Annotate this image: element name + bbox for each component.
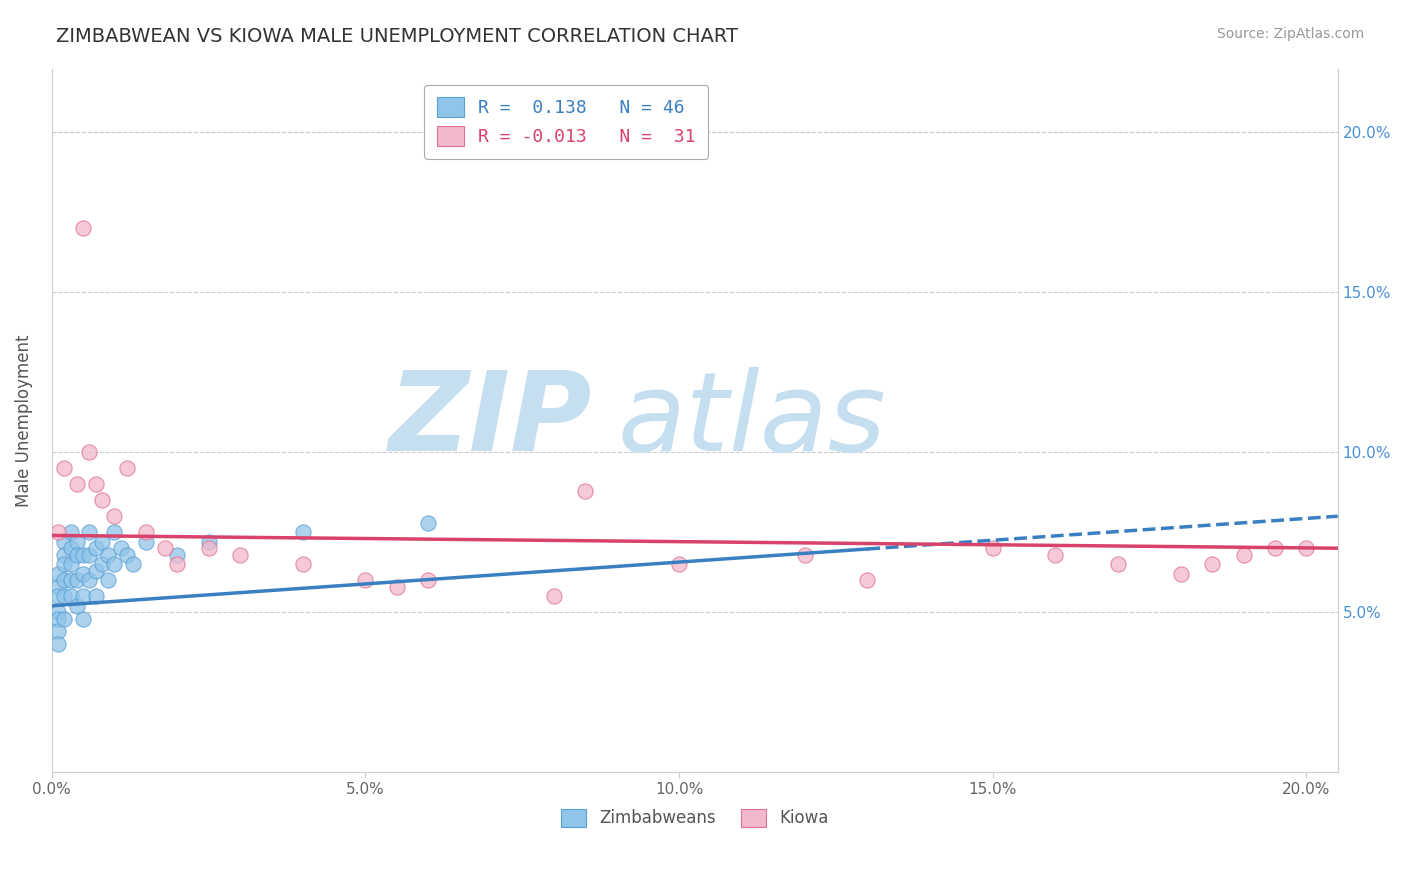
Point: [135, 534, 157, 549]
Point: [418, 516, 440, 530]
Point: [66, 534, 89, 549]
Point: [53, 534, 76, 549]
Point: [856, 573, 879, 587]
Point: [981, 541, 1004, 556]
Point: [668, 557, 690, 571]
Point: [72, 221, 94, 235]
Point: [115, 461, 138, 475]
Point: [1233, 548, 1256, 562]
Point: [79, 445, 101, 459]
Point: [53, 611, 76, 625]
Point: [103, 525, 125, 540]
Point: [122, 557, 145, 571]
Point: [79, 525, 101, 540]
Point: [46, 525, 69, 540]
Point: [793, 548, 815, 562]
Point: [59, 541, 82, 556]
Point: [46, 624, 69, 639]
Point: [91, 557, 114, 571]
Text: ZIP: ZIP: [388, 367, 592, 474]
Point: [79, 548, 101, 562]
Point: [72, 548, 94, 562]
Point: [46, 566, 69, 581]
Point: [66, 548, 89, 562]
Point: [354, 573, 377, 587]
Point: [53, 573, 76, 587]
Point: [574, 483, 596, 498]
Point: [91, 534, 114, 549]
Point: [166, 548, 188, 562]
Point: [46, 580, 69, 594]
Point: [72, 611, 94, 625]
Point: [1295, 541, 1317, 556]
Point: [59, 573, 82, 587]
Point: [291, 557, 314, 571]
Point: [46, 605, 69, 619]
Point: [103, 557, 125, 571]
Point: [97, 548, 120, 562]
Point: [385, 580, 408, 594]
Point: [1107, 557, 1129, 571]
Point: [53, 548, 76, 562]
Y-axis label: Male Unemployment: Male Unemployment: [15, 334, 32, 507]
Point: [84, 589, 107, 603]
Point: [197, 541, 219, 556]
Point: [59, 557, 82, 571]
Point: [84, 564, 107, 578]
Point: [66, 599, 89, 613]
Point: [84, 541, 107, 556]
Point: [135, 525, 157, 540]
Point: [103, 509, 125, 524]
Text: ZIMBABWEAN VS KIOWA MALE UNEMPLOYMENT CORRELATION CHART: ZIMBABWEAN VS KIOWA MALE UNEMPLOYMENT CO…: [56, 27, 738, 45]
Point: [1201, 557, 1223, 571]
Point: [46, 637, 69, 651]
Point: [59, 525, 82, 540]
Point: [66, 573, 89, 587]
Point: [72, 589, 94, 603]
Point: [53, 557, 76, 571]
Point: [79, 573, 101, 587]
Point: [46, 611, 69, 625]
Point: [115, 548, 138, 562]
Point: [46, 589, 69, 603]
Point: [59, 589, 82, 603]
Point: [197, 534, 219, 549]
Point: [66, 477, 89, 491]
Point: [91, 493, 114, 508]
Legend: Zimbabweans, Kiowa: Zimbabweans, Kiowa: [554, 802, 835, 834]
Point: [1045, 548, 1067, 562]
Text: atlas: atlas: [617, 367, 886, 474]
Point: [166, 557, 188, 571]
Point: [72, 566, 94, 581]
Point: [53, 589, 76, 603]
Point: [110, 541, 132, 556]
Text: Source: ZipAtlas.com: Source: ZipAtlas.com: [1216, 27, 1364, 41]
Point: [53, 461, 76, 475]
Point: [229, 548, 252, 562]
Point: [1170, 566, 1192, 581]
Point: [97, 573, 120, 587]
Point: [1264, 541, 1286, 556]
Point: [153, 541, 176, 556]
Point: [543, 589, 565, 603]
Point: [418, 573, 440, 587]
Point: [84, 477, 107, 491]
Point: [291, 525, 314, 540]
